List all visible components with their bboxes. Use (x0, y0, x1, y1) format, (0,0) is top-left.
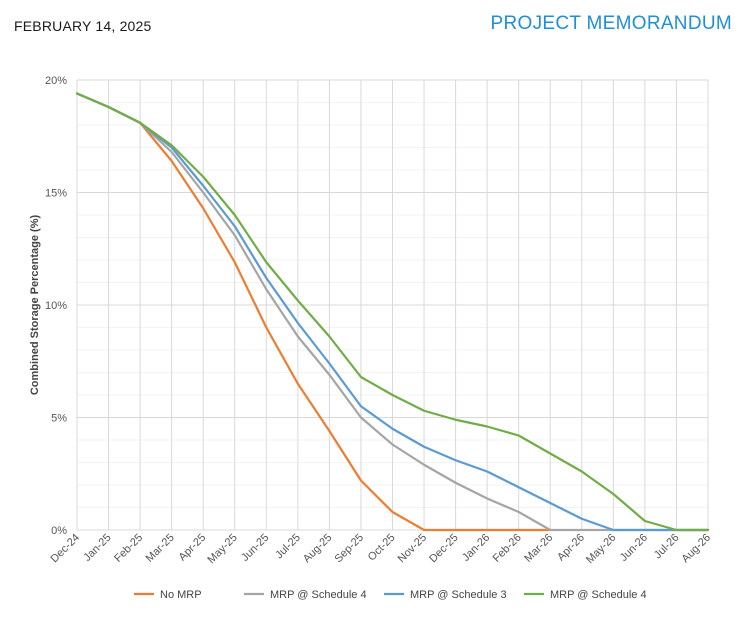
series-0 (75, 92, 552, 532)
y-tick-label: 20% (45, 75, 67, 87)
x-tick-label: Dec-25 (427, 532, 461, 566)
x-tick-label: Aug-25 (301, 532, 335, 566)
y-tick-label: 5% (51, 413, 67, 425)
y-axis-title: Combined Storage Percentage (%) (29, 215, 41, 396)
y-tick-label: 0% (51, 525, 67, 537)
legend-item: MRP @ Schedule 3 (384, 589, 507, 601)
chart-legend: No MRP MRP @ Schedule 4 MRP @ Schedule 3 MR… (134, 589, 647, 601)
x-tick-label: Apr-26 (555, 532, 587, 564)
chart-series (75, 92, 710, 532)
x-tick-label: Feb-25 (112, 532, 145, 565)
x-tick-label: May-26 (584, 532, 618, 566)
x-tick-label: Sep-25 (332, 532, 366, 566)
legend-item: MRP @ Schedule 4 (524, 589, 647, 601)
x-tick-label: Jan-25 (81, 532, 113, 564)
legend-label: MRP @ Schedule 4 (270, 589, 367, 601)
x-tick-label: Aug-26 (680, 532, 714, 566)
x-tick-label: Mar-25 (144, 532, 177, 565)
y-tick-label: 15% (45, 188, 67, 200)
x-tick-label: Jan-26 (460, 532, 492, 564)
x-tick-label: Jun-25 (239, 532, 271, 564)
x-tick-label: Jul-26 (652, 532, 682, 562)
series-line (75, 92, 552, 532)
legend-label: MRP @ Schedule 3 (410, 589, 507, 601)
chart-gridlines (76, 79, 709, 531)
x-tick-label: May-25 (205, 532, 239, 566)
legend-item: MRP @ Schedule 4 (244, 589, 367, 601)
memo-title: PROJECT MEMORANDUM (490, 13, 732, 34)
memo-date: FEBRUARY 14, 2025 (14, 18, 152, 34)
y-tick-label: 10% (45, 300, 67, 312)
legend-item: No MRP (134, 589, 202, 601)
x-tick-label: Jul-25 (273, 532, 303, 562)
x-tick-label: Feb-26 (491, 532, 524, 565)
legend-label: No MRP (160, 589, 202, 601)
x-tick-label: Mar-26 (522, 532, 555, 565)
x-tick-label: Jun-26 (618, 532, 650, 564)
series-3 (75, 92, 710, 532)
x-tick-label: Apr-25 (176, 532, 208, 564)
x-tick-label: Nov-25 (396, 532, 430, 566)
x-tick-label: Oct-25 (366, 532, 398, 564)
legend-label: MRP @ Schedule 4 (550, 589, 647, 601)
